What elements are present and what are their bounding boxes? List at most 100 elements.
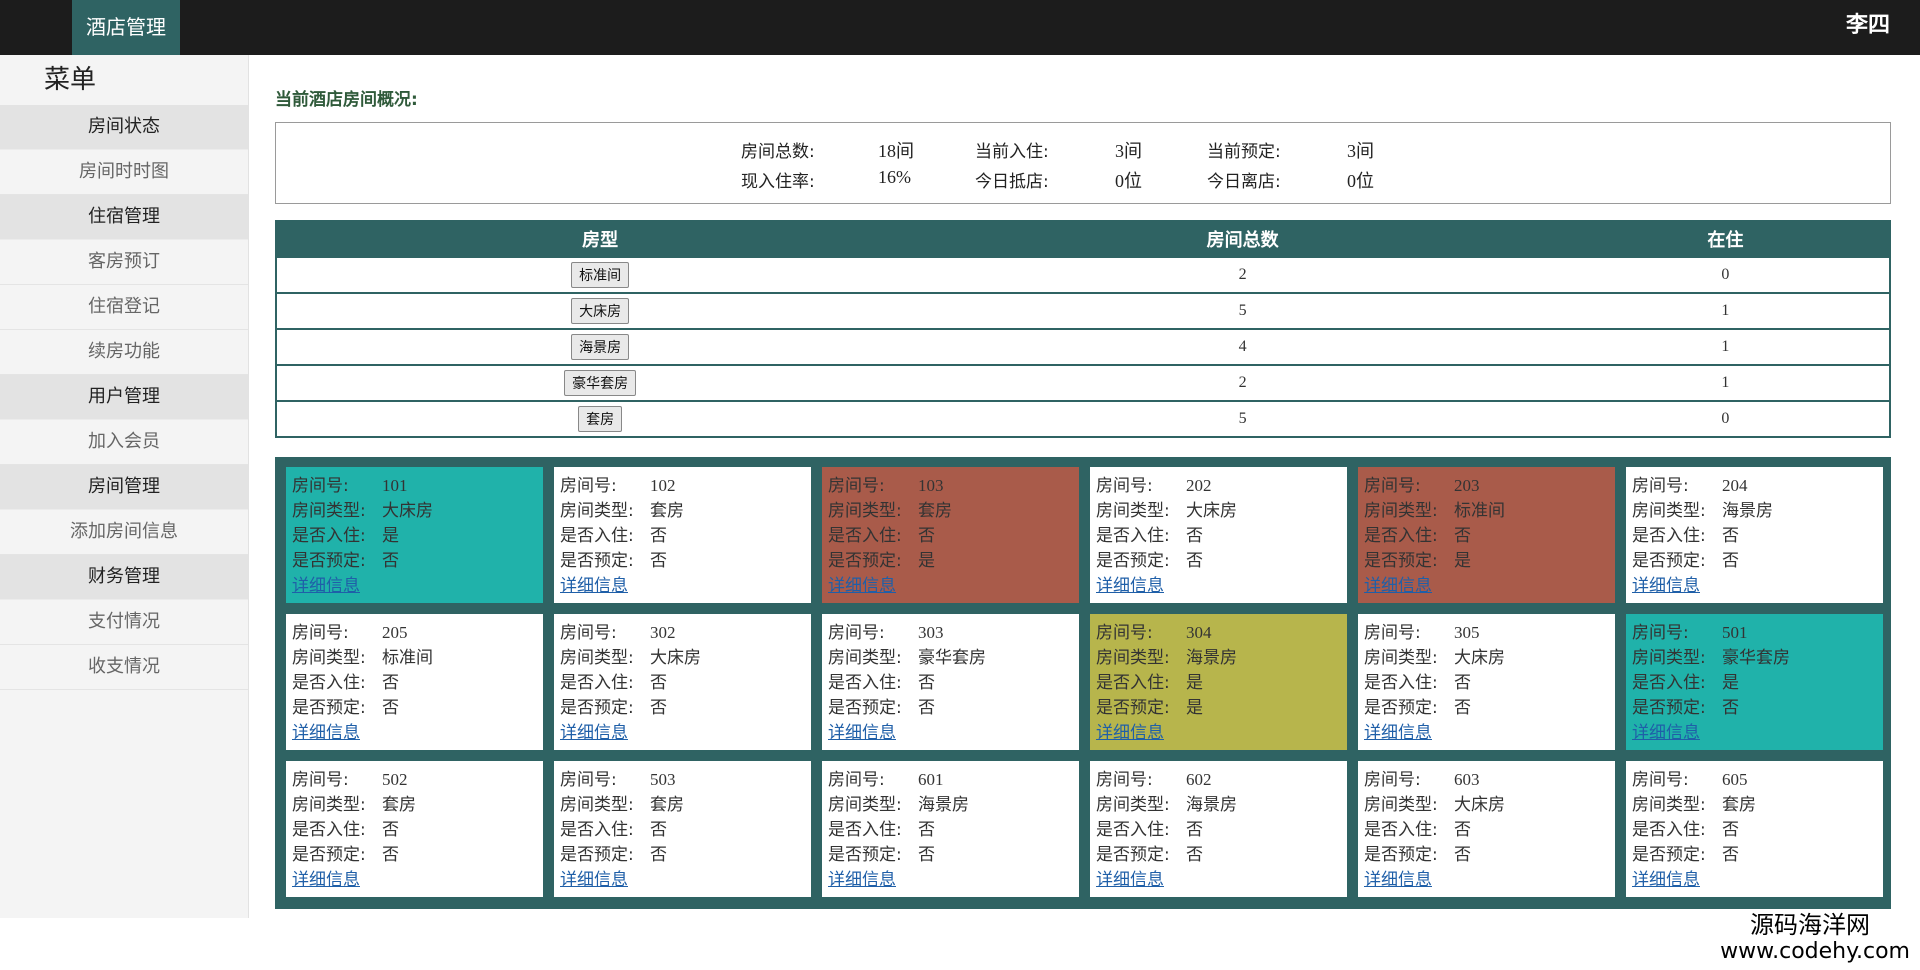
room-details-link[interactable]: 详细信息	[292, 870, 360, 890]
sidebar: 菜单 房间状态 房间时时图 住宿管理 客房预订 住宿登记 续房功能 用户管理 加入会员 房间管理…	[0, 55, 249, 918]
sidebar-group-header[interactable]: 房间管理	[0, 465, 248, 510]
room-reserved: 否	[1722, 551, 1739, 571]
room-type: 套房	[918, 501, 952, 521]
room-details-link[interactable]: 详细信息	[1632, 723, 1700, 743]
summary-value-arrivals: 0位	[1115, 171, 1142, 191]
sidebar-item[interactable]: 房间时时图	[0, 150, 248, 195]
sidebar-menu: 房间状态 房间时时图 住宿管理 客房预订 住宿登记 续房功能 用户管理 加入会员 房间管理 添加房…	[0, 105, 248, 690]
room-number: 202	[1186, 476, 1212, 495]
room-card: 房间号: 302 房间类型: 大床房 是否入住: 否是否预定: 否详细信息	[554, 614, 811, 750]
room-occupied-label: 是否入住:	[1364, 526, 1438, 546]
room-occupied-label: 是否入住:	[1096, 526, 1170, 546]
room-details-link[interactable]: 详细信息	[1632, 576, 1700, 596]
room-card: 房间号: 202 房间类型: 大床房 是否入住: 否是否预定: 否详细信息	[1090, 467, 1347, 603]
room-occupied-label: 是否入住:	[292, 673, 366, 693]
type-cell: 豪华套房	[276, 364, 924, 401]
type-cell: 套房	[276, 400, 924, 437]
room-card: 房间号: 605 房间类型: 套房 是否入住: 否是否预定: 否详细信息	[1626, 761, 1883, 897]
room-number: 601	[918, 770, 944, 789]
room-number-label: 房间号:	[560, 623, 617, 643]
sidebar-item[interactable]: 收支情况	[0, 645, 248, 690]
sidebar-item[interactable]: 续房功能	[0, 330, 248, 375]
room-reserved: 否	[1454, 845, 1471, 865]
room-occupied: 否	[918, 673, 935, 693]
room-type-button[interactable]: 标准间	[571, 262, 630, 288]
room-type-button[interactable]: 大床房	[571, 298, 630, 324]
room-details-link[interactable]: 详细信息	[1096, 870, 1164, 890]
watermark-url: www.codehy.com	[1720, 939, 1910, 964]
room-occupied-label: 是否入住:	[1632, 526, 1706, 546]
room-details-link[interactable]: 详细信息	[1096, 723, 1164, 743]
room-occupied: 否	[1722, 526, 1739, 546]
current-user-name[interactable]: 李四	[1845, 13, 1890, 38]
room-reserved-label: 是否预定:	[560, 551, 634, 571]
room-occupied: 否	[918, 820, 935, 840]
room-number-label: 房间号:	[292, 770, 349, 790]
room-reserved: 否	[918, 698, 935, 718]
room-details-link[interactable]: 详细信息	[292, 576, 360, 596]
sidebar-item[interactable]: 添加房间信息	[0, 510, 248, 555]
room-details-link[interactable]: 详细信息	[560, 723, 628, 743]
sidebar-item[interactable]: 加入会员	[0, 420, 248, 465]
room-type-button[interactable]: 海景房	[571, 334, 630, 360]
room-reserved-label: 是否预定:	[292, 845, 366, 865]
room-number-label: 房间号:	[1632, 476, 1689, 496]
sidebar-group-header[interactable]: 住宿管理	[0, 195, 248, 240]
room-type: 标准间	[1454, 501, 1505, 521]
sidebar-group-header[interactable]: 用户管理	[0, 375, 248, 420]
room-details-link[interactable]: 详细信息	[1096, 576, 1164, 596]
room-reserved-label: 是否预定:	[1096, 551, 1170, 571]
room-type-label: 房间类型:	[1632, 501, 1706, 521]
room-type: 豪华套房	[1722, 648, 1790, 668]
room-number: 101	[382, 476, 408, 495]
room-occupied-label: 是否入住:	[560, 526, 634, 546]
room-occupied: 否	[382, 673, 399, 693]
room-reserved-label: 是否预定:	[1364, 551, 1438, 571]
room-details-link[interactable]: 详细信息	[1364, 576, 1432, 596]
summary-label-checked-in: 当前入住:	[975, 142, 1049, 162]
sidebar-item[interactable]: 住宿登记	[0, 285, 248, 330]
room-reserved-label: 是否预定:	[1096, 845, 1170, 865]
room-number-label: 房间号:	[560, 476, 617, 496]
sidebar-group-header[interactable]: 房间状态	[0, 105, 248, 150]
top-navbar: 酒店管理 李四	[0, 0, 1920, 55]
brand-tab[interactable]: 酒店管理	[72, 0, 180, 55]
room-details-link[interactable]: 详细信息	[1632, 870, 1700, 890]
room-occupied: 否	[1454, 673, 1471, 693]
room-type-label: 房间类型:	[828, 648, 902, 668]
room-type-label: 房间类型:	[292, 795, 366, 815]
room-type-label: 房间类型:	[292, 648, 366, 668]
sidebar-group-header[interactable]: 财务管理	[0, 555, 248, 600]
room-type-label: 房间类型:	[1096, 795, 1170, 815]
room-card: 房间号: 103 房间类型: 套房 是否入住: 否是否预定: 是详细信息	[822, 467, 1079, 603]
room-details-link[interactable]: 详细信息	[828, 723, 896, 743]
room-reserved-label: 是否预定:	[1632, 551, 1706, 571]
room-occupied-label: 是否入住:	[1364, 673, 1438, 693]
room-card: 房间号: 503 房间类型: 套房 是否入住: 否是否预定: 否详细信息	[554, 761, 811, 897]
room-details-link[interactable]: 详细信息	[828, 576, 896, 596]
room-details-link[interactable]: 详细信息	[1364, 723, 1432, 743]
room-card: 房间号: 501 房间类型: 豪华套房 是否入住: 是是否预定: 否详细信息	[1626, 614, 1883, 750]
sidebar-item[interactable]: 客房预订	[0, 240, 248, 285]
room-type-button[interactable]: 豪华套房	[564, 370, 637, 396]
room-occupied-label: 是否入住:	[1096, 820, 1170, 840]
room-details-link[interactable]: 详细信息	[292, 723, 360, 743]
room-details-link[interactable]: 详细信息	[560, 576, 628, 596]
room-type-button[interactable]: 套房	[578, 406, 623, 432]
room-details-link[interactable]: 详细信息	[828, 870, 896, 890]
column-header-occupied: 在住	[1561, 221, 1890, 257]
room-occupied-label: 是否入住:	[560, 820, 634, 840]
room-reserved-label: 是否预定:	[1632, 698, 1706, 718]
room-occupied-label: 是否入住:	[292, 820, 366, 840]
room-details-link[interactable]: 详细信息	[1364, 870, 1432, 890]
sidebar-item[interactable]: 支付情况	[0, 600, 248, 645]
room-type-label: 房间类型:	[1364, 501, 1438, 521]
room-reserved: 否	[382, 551, 399, 571]
page-title: 当前酒店房间概况:	[275, 90, 418, 110]
room-number-label: 房间号:	[1364, 476, 1421, 496]
room-occupied: 否	[382, 820, 399, 840]
room-details-link[interactable]: 详细信息	[560, 870, 628, 890]
room-occupied: 否	[650, 673, 667, 693]
room-type-label: 房间类型:	[1632, 795, 1706, 815]
table-row: 标准间 2 0	[276, 256, 1890, 293]
